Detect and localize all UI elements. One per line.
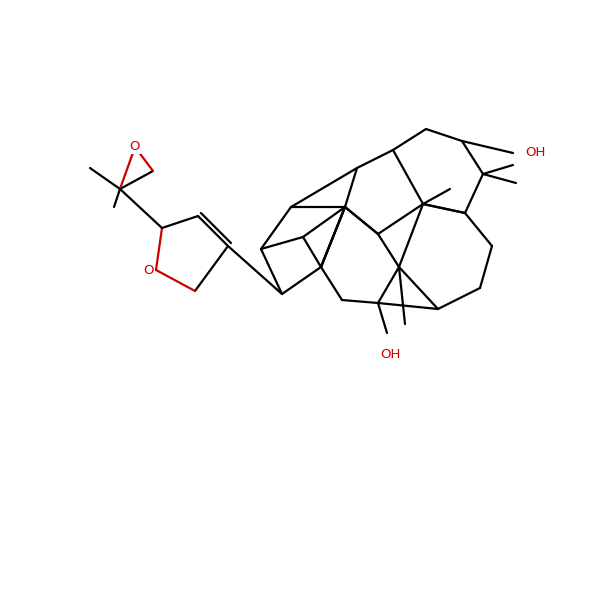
- Text: OH: OH: [380, 347, 400, 361]
- Text: O: O: [130, 140, 140, 154]
- Text: O: O: [143, 263, 154, 277]
- Text: OH: OH: [526, 146, 546, 160]
